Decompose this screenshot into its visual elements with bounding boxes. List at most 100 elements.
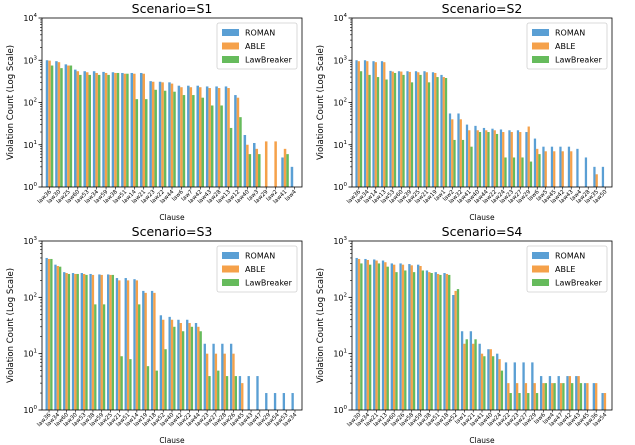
- bar-lawbreaker-law34: [97, 74, 101, 187]
- bar-roman-law34: [54, 264, 57, 410]
- bar-roman-law34: [92, 71, 96, 187]
- bar-roman-law43: [205, 86, 209, 187]
- y-tick-label: 100: [23, 182, 37, 192]
- bar-lawbreaker-law30: [360, 263, 363, 410]
- bar-able-law12: [236, 97, 240, 187]
- bar-able-law45: [241, 383, 244, 410]
- bar-lawbreaker-law27: [527, 393, 530, 410]
- bar-roman-law23: [508, 130, 511, 187]
- bar-lawbreaker-law41: [286, 154, 289, 187]
- bar-lawbreaker-law41: [470, 146, 473, 187]
- legend-swatch-able: [222, 265, 239, 273]
- y-tick-label: 102: [333, 292, 347, 302]
- legend-label-lawbreaker: LawBreaker: [555, 56, 603, 65]
- bar-lawbreaker-law23: [518, 393, 521, 410]
- bar-roman-law22: [158, 81, 162, 187]
- y-axis-label: Violation Count (Log Scale): [316, 45, 326, 160]
- bar-roman-law4: [290, 166, 294, 187]
- bar-able-law36: [48, 60, 51, 188]
- legend-swatch-able: [532, 265, 549, 273]
- y-tick-label: 100: [23, 405, 37, 415]
- bar-roman-law12: [234, 95, 237, 187]
- bar-lawbreaker-law40: [248, 154, 252, 187]
- bar-lawbreaker-law13: [229, 127, 233, 187]
- bar-lawbreaker-law60: [402, 74, 405, 187]
- legend-swatch-roman: [222, 29, 239, 36]
- bar-roman-law40: [487, 349, 490, 410]
- legend-label-roman: ROMAN: [555, 29, 585, 38]
- bar-able-law41: [468, 130, 471, 187]
- bar-lawbreaker-law38: [430, 273, 433, 410]
- bar-able-law18: [445, 273, 449, 410]
- bar-lawbreaker-law43: [210, 105, 214, 187]
- y-tick-label: 103: [333, 236, 347, 246]
- bar-roman-law13: [380, 61, 384, 187]
- bar-able-law14: [135, 280, 139, 410]
- x-axis-label: Clause: [159, 213, 185, 222]
- y-tick-label: 101: [333, 140, 347, 150]
- bar-roman-law5: [542, 146, 545, 187]
- bar-roman-law24: [496, 353, 499, 410]
- bar-roman-law27: [516, 130, 520, 187]
- bar-able-law53: [85, 72, 89, 187]
- bar-able-law24: [498, 359, 501, 410]
- y-tick-label: 102: [333, 98, 347, 108]
- bar-roman-law34: [364, 258, 367, 410]
- bar-able-law51: [436, 273, 440, 410]
- x-axis-label: Clause: [159, 436, 185, 445]
- bar-able-law44: [485, 130, 488, 187]
- bar-lawbreaker-law53: [85, 274, 88, 410]
- y-tick-label: 101: [333, 349, 347, 359]
- bar-able-law1: [442, 77, 445, 187]
- bar-able-law43: [570, 151, 573, 187]
- bar-lawbreaker-law27: [217, 370, 220, 410]
- legend: ROMAN ABLE LawBreaker: [216, 22, 298, 70]
- bar-roman-law19: [142, 290, 145, 410]
- bar-roman-law53: [389, 70, 392, 187]
- legend: ROMAN ABLE LawBreaker: [526, 22, 608, 70]
- bar-able-law35: [595, 174, 598, 187]
- y-tick-label: 101: [23, 349, 37, 359]
- bar-able-law45: [586, 383, 589, 410]
- bar-lawbreaker-law13: [385, 79, 388, 187]
- bar-roman-law41: [478, 343, 481, 410]
- y-tick-label: 100: [333, 182, 347, 192]
- bar-roman-law34: [363, 60, 367, 187]
- bar-roman-law23: [149, 81, 152, 187]
- x-axis-label: Clause: [469, 213, 495, 222]
- bar-lawbreaker-law60: [79, 74, 82, 187]
- bar-roman-law36: [45, 257, 48, 410]
- legend-swatch-able: [532, 42, 549, 50]
- bar-able-law42: [199, 87, 202, 187]
- bar-able-law27: [524, 383, 528, 410]
- bar-able-law25: [109, 274, 112, 410]
- chart-title: Scenario=S2: [442, 1, 523, 16]
- bar-roman-law40: [243, 135, 247, 187]
- legend-label-lawbreaker: LawBreaker: [245, 279, 293, 288]
- bar-able-law60: [392, 264, 396, 410]
- bar-lawbreaker-law34: [368, 264, 372, 410]
- bar-able-law21: [375, 260, 378, 410]
- bar-lawbreaker-law22: [163, 90, 167, 187]
- bar-able-law36: [595, 383, 598, 410]
- bar-roman-law41: [465, 124, 469, 187]
- bar-able-law30: [74, 273, 77, 410]
- bar-able-law19: [144, 292, 147, 410]
- bar-roman-law28: [221, 343, 224, 410]
- bar-lawbreaker-law60: [395, 272, 398, 410]
- bar-lawbreaker-law26: [404, 270, 407, 410]
- bar-lawbreaker-law23: [208, 376, 211, 410]
- bar-able-law29: [533, 383, 536, 410]
- bar-able-law47: [559, 383, 563, 410]
- bar-roman-law21: [115, 278, 119, 410]
- bar-roman-law6: [177, 85, 181, 187]
- bar-able-law42: [561, 151, 564, 187]
- bar-roman-law54: [601, 393, 604, 410]
- bar-lawbreaker-law22: [190, 326, 194, 410]
- bar-able-law38: [428, 272, 431, 410]
- bar-lawbreaker-law21: [145, 99, 148, 187]
- bar-able-law6: [536, 148, 539, 187]
- bar-lawbreaker-law25: [111, 274, 115, 410]
- bar-roman-law38: [425, 270, 429, 410]
- bar-able-law22: [507, 383, 510, 410]
